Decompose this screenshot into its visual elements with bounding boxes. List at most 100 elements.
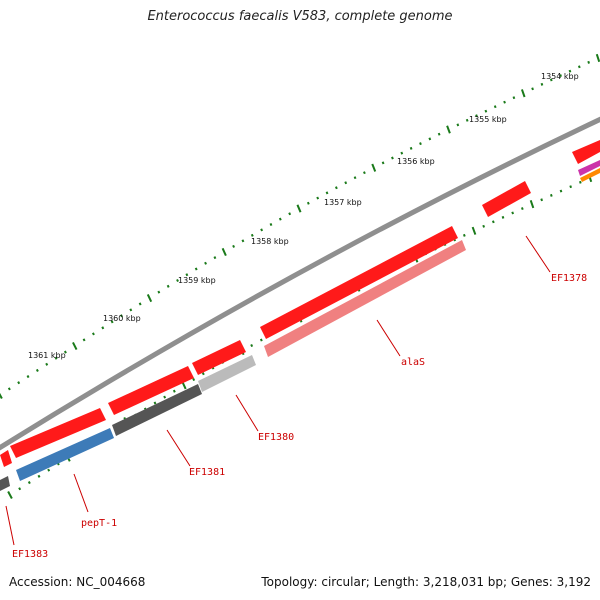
inner-tick: [462, 233, 466, 237]
gene-label: EF1380: [258, 432, 294, 443]
outer-tick: [269, 222, 273, 226]
outer-tick: [475, 114, 478, 118]
inner-tick: [520, 207, 524, 210]
kbp-label: 1360 kbp: [103, 314, 141, 323]
inner-tick: [491, 220, 495, 224]
gene-right-orange: [580, 168, 600, 182]
inner-tick: [37, 474, 41, 478]
outer-tick: [250, 233, 254, 237]
outer-tick: [288, 212, 292, 216]
kbp-label: 1355 kbp: [469, 115, 507, 124]
outer-tick: [437, 132, 441, 136]
gene-ef1383-forward: [10, 408, 106, 458]
gene-right-magenta: [578, 160, 600, 176]
inner-tick: [559, 189, 563, 193]
kbp-label: 1361 kbp: [28, 351, 66, 360]
inner-tick: [540, 198, 544, 202]
kbp-label: 1359 kbp: [178, 276, 216, 285]
gene-pepT-1: [16, 428, 114, 481]
outer-tick: [0, 390, 3, 400]
gene-ef1380: [198, 355, 256, 392]
inner-tick: [18, 487, 22, 491]
gene-label-leader: [376, 319, 401, 357]
outer-tick: [400, 151, 404, 155]
outer-tick: [101, 326, 105, 330]
outer-tick: [166, 284, 170, 288]
inner-tick: [529, 200, 535, 209]
outer-tick: [363, 171, 366, 175]
gene-label-leader: [166, 429, 191, 467]
kbp-labels: 1354 kbp 1355 kbp 1356 kbp 1357 kbp 1358 kbp…: [28, 72, 579, 360]
outer-tick: [446, 125, 451, 134]
outer-tick: [7, 387, 11, 391]
outer-tick: [325, 191, 329, 195]
outer-tick: [549, 78, 553, 82]
outer-tick: [306, 201, 310, 205]
map-title: Enterococcus faecalis V583, complete gen…: [147, 9, 453, 24]
kbp-label: 1354 kbp: [541, 72, 579, 81]
outer-tick: [512, 96, 516, 100]
kbp-label: 1358 kbp: [251, 237, 289, 246]
outer-tick: [204, 261, 207, 265]
outer-tick: [194, 267, 198, 271]
outer-tick: [241, 239, 245, 243]
inner-tick: [192, 378, 196, 382]
outer-tick: [381, 161, 385, 165]
inner-tick: [47, 468, 51, 472]
gene-right-forward: [572, 140, 600, 164]
inner-tick: [511, 211, 515, 215]
kbp-tick-ring: [0, 53, 600, 400]
outer-tick: [334, 186, 338, 190]
gene-label-leader: [235, 394, 259, 432]
outer-tick: [278, 217, 282, 221]
outer-tick: [157, 290, 161, 294]
inner-tick: [27, 481, 31, 485]
outer-tick: [260, 228, 264, 232]
outer-tick: [371, 163, 377, 172]
outer-tick: [353, 176, 357, 180]
outer-tick: [221, 247, 227, 257]
gene-alaS-forward: [260, 226, 458, 339]
outer-tick: [17, 381, 21, 385]
outer-tick: [63, 350, 67, 354]
outer-tick: [35, 368, 39, 372]
outer-tick: [503, 100, 506, 104]
inner-tick: [569, 185, 572, 189]
outer-tick: [577, 65, 581, 69]
outer-tick: [176, 278, 179, 283]
inner-tick: [471, 226, 477, 235]
outer-tick: [409, 146, 413, 150]
outer-tick: [391, 156, 394, 160]
outer-tick: [213, 256, 217, 260]
outer-tick: [232, 244, 235, 248]
outer-tick: [540, 82, 544, 86]
outer-tick: [316, 196, 320, 200]
outer-tick: [587, 60, 590, 64]
outer-tick: [296, 204, 302, 213]
outer-tick: [428, 137, 432, 141]
outer-tick: [72, 341, 78, 351]
gene-label-leader: [5, 505, 15, 546]
inner-tick: [482, 224, 486, 228]
gene-label: alaS: [401, 357, 425, 368]
inner-tick: [579, 180, 582, 184]
outer-tick: [419, 142, 422, 146]
gene-ef1381: [112, 384, 202, 436]
gene-label: EF1381: [189, 467, 225, 478]
inner-tick: [501, 215, 505, 219]
kbp-label: 1356 kbp: [397, 157, 435, 166]
gene-label: EF1383: [12, 549, 48, 560]
gene-label: pepT-1: [81, 518, 117, 529]
gene-alaS: [264, 240, 466, 357]
gene-ef1382-forward: [108, 366, 194, 415]
outer-tick: [120, 314, 123, 318]
outer-tick: [138, 302, 142, 306]
gene-label-leader: [73, 473, 89, 513]
inner-tick: [250, 344, 254, 348]
inner-tick: [550, 193, 553, 197]
kbp-label: 1357 kbp: [324, 198, 362, 207]
inner-tick: [163, 395, 167, 399]
inner-tick: [201, 372, 205, 376]
topology-text: Topology: circular; Length: 3,218,031 bp…: [261, 575, 591, 589]
inner-tick: [259, 338, 263, 342]
